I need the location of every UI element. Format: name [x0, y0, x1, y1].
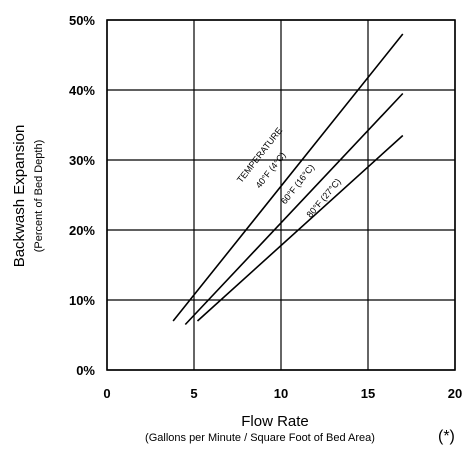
x-axis-subtitle: (Gallons per Minute / Square Foot of Bed…: [145, 432, 375, 444]
y-axis-title: Backwash Expansion: [11, 125, 28, 268]
series-line-2: [196, 134, 404, 322]
y-tick-label-1: 10%: [69, 293, 95, 308]
series-label-80f: 80°F (27°C): [305, 177, 343, 220]
tick-labels: 0 5 10 15 20 0% 10% 20% 30% 40% 50%: [69, 13, 462, 401]
plot-frame: [106, 19, 456, 371]
x-tick-label-1: 5: [190, 386, 197, 401]
y-tick-label-2: 20%: [69, 223, 95, 238]
series-line-1: [184, 92, 404, 326]
y-axis-subtitle: (Percent of Bed Depth): [33, 140, 45, 253]
y-tick-label-5: 50%: [69, 13, 95, 28]
x-axis-title: Flow Rate: [241, 413, 309, 430]
plot-border: [106, 19, 456, 371]
y-tick-label-3: 30%: [69, 153, 95, 168]
grid: [106, 19, 456, 371]
series-lines: [172, 33, 404, 326]
x-tick-label-4: 20: [448, 386, 462, 401]
x-tick-label-3: 15: [361, 386, 375, 401]
series-line-0: [172, 33, 404, 322]
x-tick-label-2: 10: [274, 386, 288, 401]
series-label-60f: 60°F (16°C): [279, 162, 316, 206]
y-tick-label-0: 0%: [76, 363, 95, 378]
y-tick-label-4: 40%: [69, 83, 95, 98]
footnote-marker: (*): [438, 428, 455, 445]
x-tick-label-0: 0: [103, 386, 110, 401]
